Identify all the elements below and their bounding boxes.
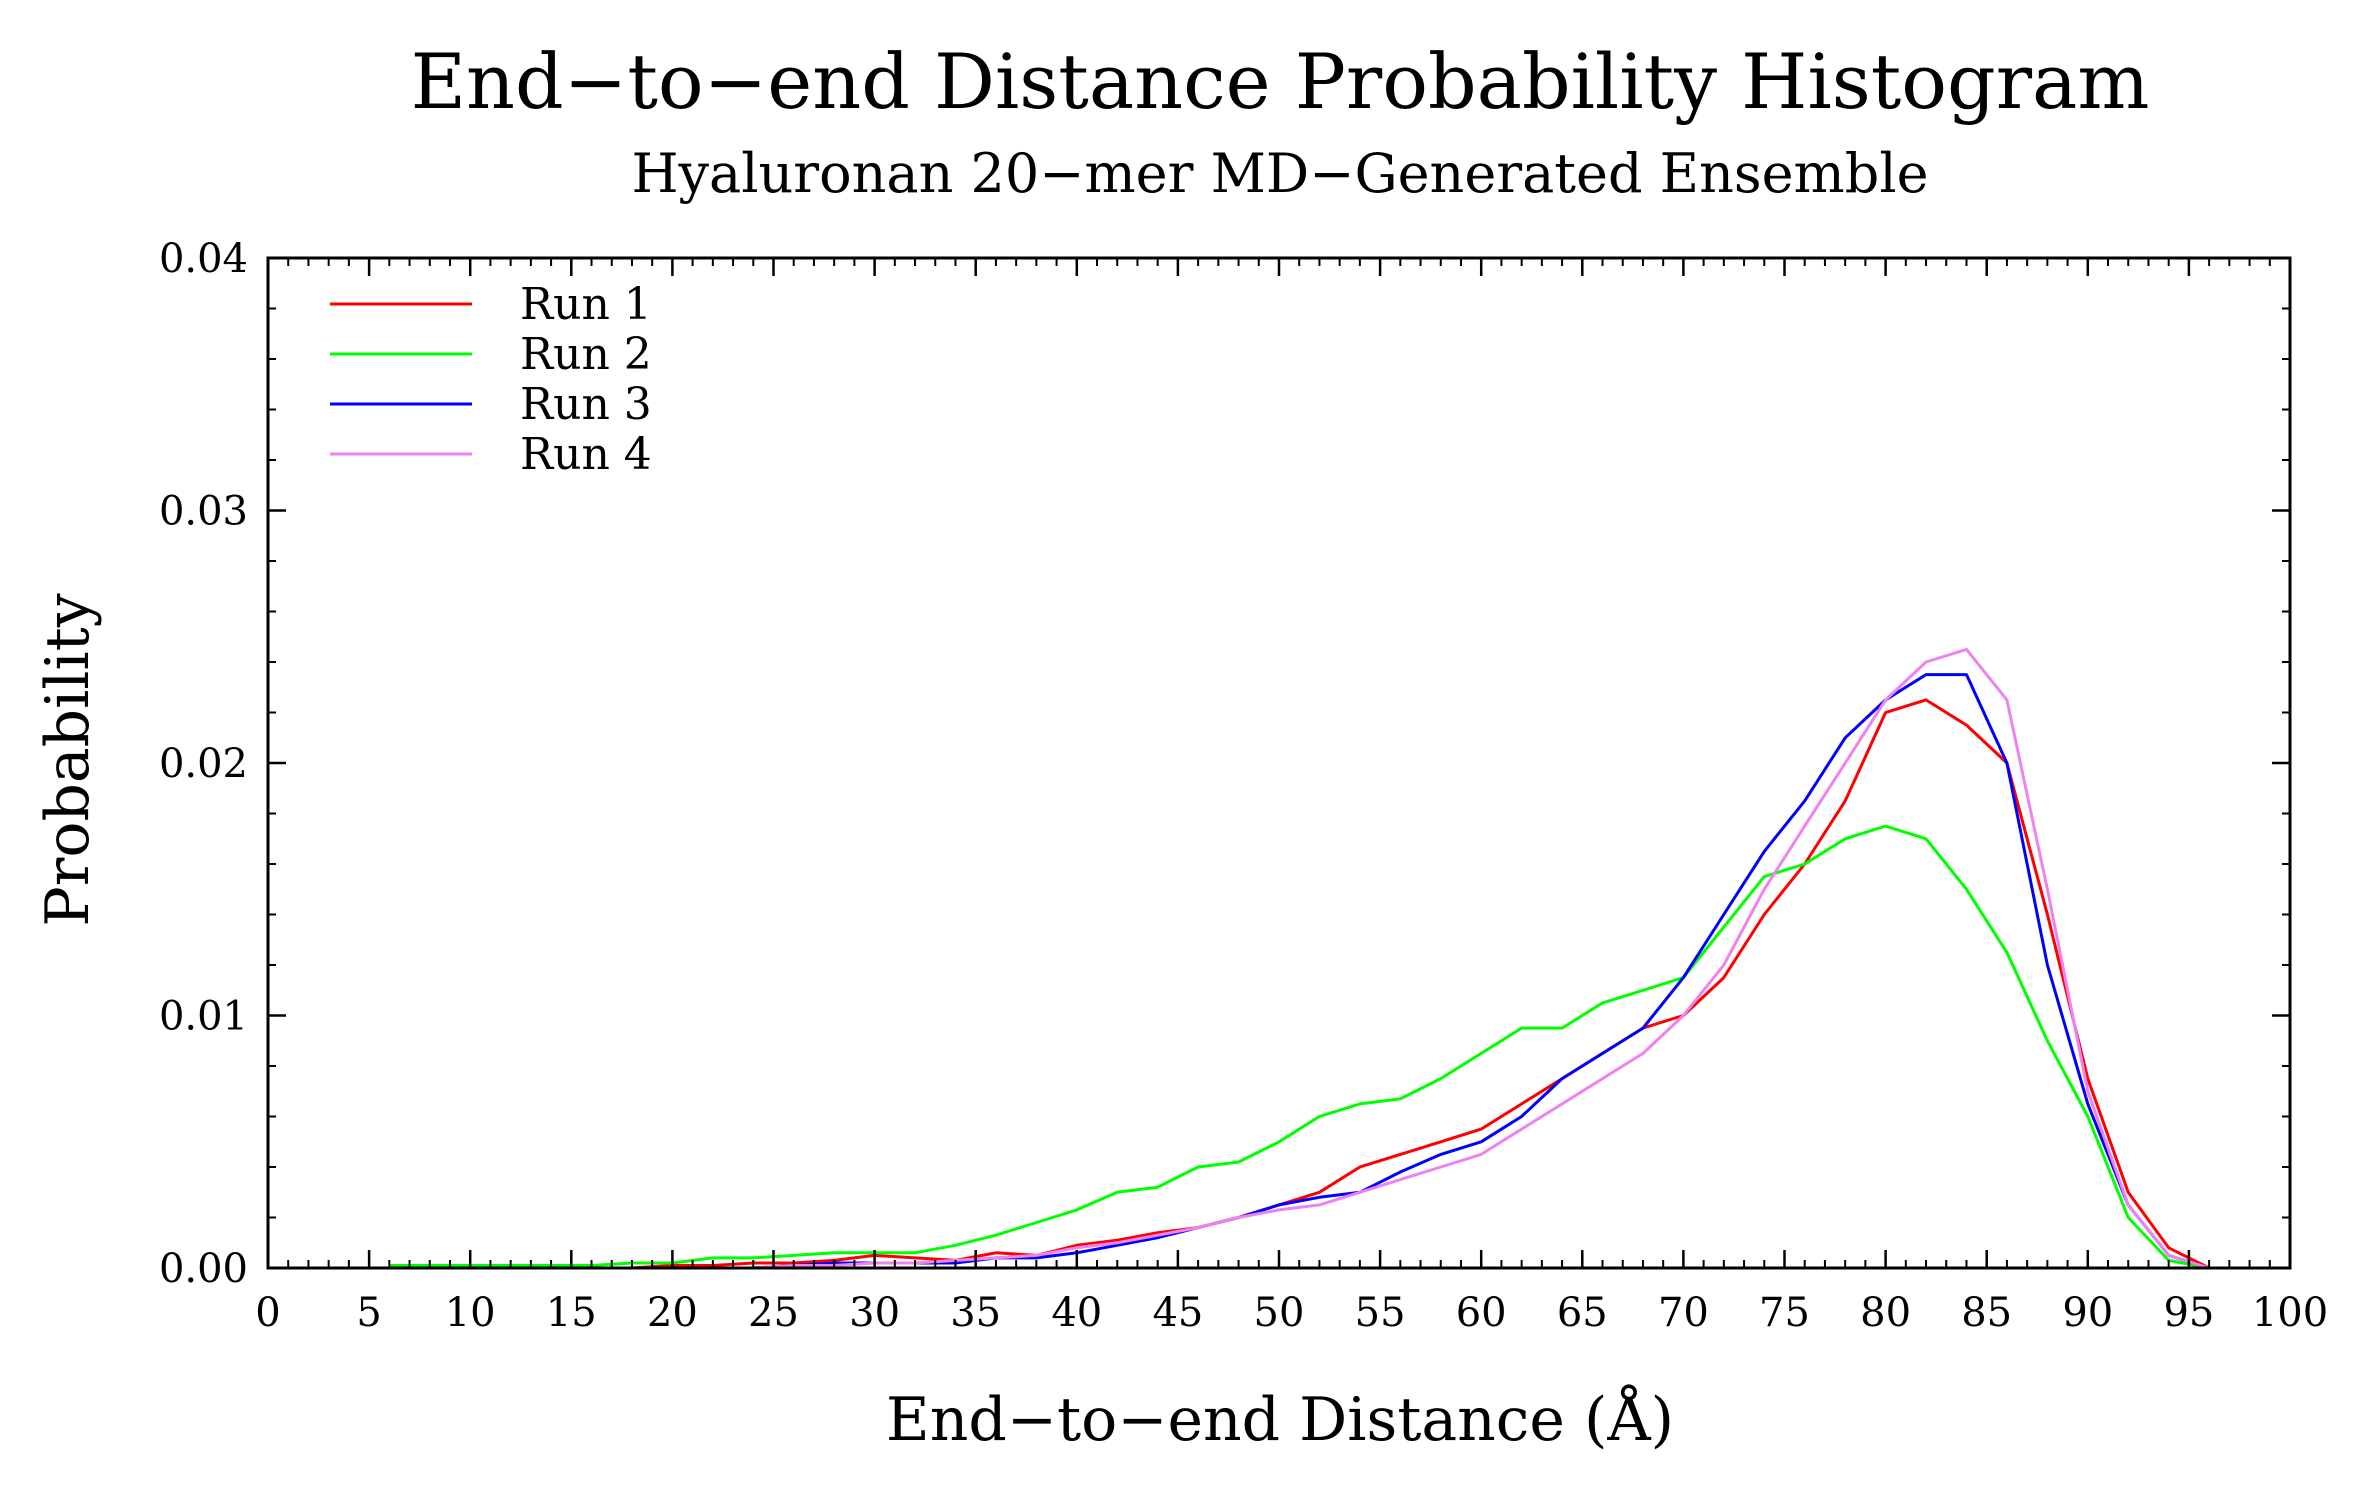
x-tick-label: 95	[2163, 1290, 2214, 1336]
x-tick-label: 90	[2062, 1290, 2113, 1336]
legend-label-run-2: Run 2	[520, 329, 652, 380]
x-tick-label: 60	[1456, 1290, 1507, 1336]
x-tick-label: 75	[1759, 1290, 1810, 1336]
x-tick-label: 10	[445, 1290, 496, 1336]
x-tick-label: 80	[1860, 1290, 1911, 1336]
x-tick-label: 0	[255, 1290, 280, 1336]
x-tick-label: 40	[1051, 1290, 1102, 1336]
chart-title: End−to−end Distance Probability Histogra…	[411, 37, 2150, 126]
x-tick-label: 70	[1658, 1290, 1709, 1336]
series-line-run-3	[389, 673, 2210, 1270]
y-axis-label: Probability	[33, 593, 103, 926]
y-tick-label: 0.00	[159, 1246, 248, 1292]
axes: 0 5 10 15 20 25 30 35 40 45 50 55 60 65 70 75 80 85 90 95 10…	[159, 236, 2328, 1336]
x-tick-label: 25	[748, 1290, 799, 1336]
x-tick-label: 65	[1557, 1290, 1608, 1336]
x-tick-label: 35	[950, 1290, 1001, 1336]
chart-subtitle: Hyaluronan 20−mer MD−Generated Ensemble	[631, 142, 1928, 205]
legend-label-run-1: Run 1	[520, 279, 652, 330]
x-tick-label: 5	[356, 1290, 381, 1336]
x-axis-label: End−to−end Distance (Å)	[886, 1384, 1674, 1455]
x-tick-label: 45	[1152, 1290, 1203, 1336]
legend-label-run-3: Run 3	[520, 379, 652, 430]
series-layer	[389, 647, 2210, 1270]
x-tick-label: 15	[546, 1290, 597, 1336]
x-tick-label: 85	[1961, 1290, 2012, 1336]
x-tick-label: 20	[647, 1290, 698, 1336]
legend-label-run-4: Run 4	[520, 429, 652, 480]
x-tick-label: 50	[1254, 1290, 1305, 1336]
series-line-run-1	[389, 698, 2210, 1270]
y-tick-label: 0.02	[159, 741, 248, 787]
y-tick-label: 0.01	[159, 994, 248, 1040]
series-line-run-4	[389, 647, 2210, 1270]
y-tick-label: 0.03	[159, 489, 248, 535]
x-tick-label: 100	[2252, 1290, 2328, 1336]
y-tick-label: 0.04	[159, 236, 248, 282]
x-tick-label: 55	[1355, 1290, 1406, 1336]
x-tick-label: 30	[849, 1290, 900, 1336]
